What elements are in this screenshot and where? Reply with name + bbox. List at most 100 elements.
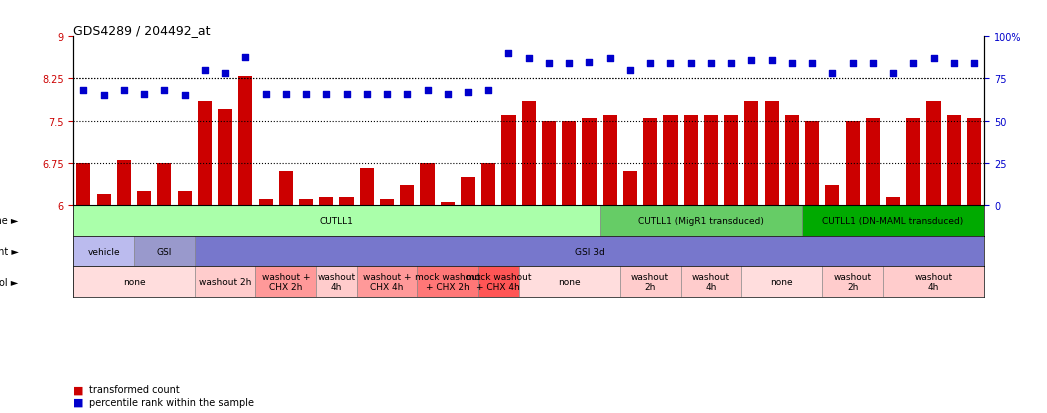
FancyBboxPatch shape <box>134 236 195 267</box>
Bar <box>907 119 920 206</box>
Point <box>561 61 578 67</box>
Point <box>662 61 678 67</box>
Bar <box>521 102 536 206</box>
Point <box>237 54 253 61</box>
Bar <box>76 164 90 206</box>
Point <box>722 61 739 67</box>
Point <box>743 57 760 64</box>
Bar <box>441 203 454 206</box>
Point <box>520 56 537 62</box>
Bar <box>239 76 252 206</box>
Text: washout
4h: washout 4h <box>317 273 356 292</box>
Text: CUTLL1 (DN-MAML transduced): CUTLL1 (DN-MAML transduced) <box>823 216 963 225</box>
FancyBboxPatch shape <box>478 267 518 297</box>
Bar <box>846 121 860 206</box>
Bar <box>866 119 879 206</box>
Point <box>217 71 233 78</box>
Point <box>783 61 800 67</box>
Bar <box>684 116 697 206</box>
Point <box>115 88 132 94</box>
FancyBboxPatch shape <box>195 267 255 297</box>
FancyBboxPatch shape <box>518 267 620 297</box>
Text: washout +
CHX 2h: washout + CHX 2h <box>262 273 310 292</box>
Bar <box>744 102 758 206</box>
FancyBboxPatch shape <box>73 267 195 297</box>
Text: washout +
CHX 4h: washout + CHX 4h <box>363 273 411 292</box>
Bar <box>927 102 940 206</box>
FancyBboxPatch shape <box>600 206 802 236</box>
FancyBboxPatch shape <box>195 236 984 267</box>
Point <box>176 93 193 100</box>
Bar <box>764 102 779 206</box>
FancyBboxPatch shape <box>741 267 822 297</box>
Text: ■: ■ <box>73 397 84 407</box>
Bar <box>218 110 232 206</box>
Bar <box>461 178 475 206</box>
Point <box>75 88 92 94</box>
Text: agent ►: agent ► <box>0 247 19 256</box>
FancyBboxPatch shape <box>357 267 418 297</box>
Bar <box>482 164 495 206</box>
Bar <box>562 121 576 206</box>
Bar <box>785 116 799 206</box>
Text: washout
4h: washout 4h <box>692 273 730 292</box>
Text: mock washout
+ CHX 4h: mock washout + CHX 4h <box>466 273 531 292</box>
Text: none: none <box>558 278 580 287</box>
Point <box>338 91 355 98</box>
Point <box>683 61 699 67</box>
Bar <box>117 161 131 206</box>
Point <box>136 91 153 98</box>
Point <box>581 59 598 66</box>
Text: washout
2h: washout 2h <box>631 273 669 292</box>
Point <box>258 91 274 98</box>
Point <box>277 91 294 98</box>
Text: CUTLL1 (MigR1 transduced): CUTLL1 (MigR1 transduced) <box>638 216 763 225</box>
Bar <box>178 192 192 206</box>
Point <box>945 61 962 67</box>
Bar <box>725 116 738 206</box>
Point <box>763 57 780 64</box>
FancyBboxPatch shape <box>822 267 883 297</box>
Bar <box>805 121 819 206</box>
Point <box>642 61 659 67</box>
Point <box>500 51 517 57</box>
Bar <box>198 102 211 206</box>
Bar <box>825 186 840 206</box>
Text: washout
2h: washout 2h <box>833 273 872 292</box>
Point <box>865 61 882 67</box>
Text: ■: ■ <box>73 385 84 394</box>
Bar <box>886 197 900 206</box>
Text: none: none <box>122 278 146 287</box>
Bar <box>502 116 515 206</box>
Bar <box>157 164 172 206</box>
Bar <box>664 116 677 206</box>
FancyBboxPatch shape <box>681 267 741 297</box>
Bar <box>96 194 111 206</box>
Point <box>926 56 942 62</box>
FancyBboxPatch shape <box>73 236 134 267</box>
FancyBboxPatch shape <box>883 267 984 297</box>
Point <box>419 88 436 94</box>
FancyBboxPatch shape <box>418 267 478 297</box>
Text: vehicle: vehicle <box>87 247 120 256</box>
Bar <box>400 186 415 206</box>
Text: mock washout
+ CHX 2h: mock washout + CHX 2h <box>415 273 481 292</box>
Point <box>703 61 719 67</box>
Bar <box>279 172 293 206</box>
Text: GSI: GSI <box>157 247 172 256</box>
Bar <box>542 121 556 206</box>
Point <box>844 61 861 67</box>
Point <box>399 91 416 98</box>
Point <box>95 93 112 100</box>
Bar <box>582 119 597 206</box>
FancyBboxPatch shape <box>73 206 600 236</box>
Text: GDS4289 / 204492_at: GDS4289 / 204492_at <box>73 24 210 37</box>
Bar <box>339 197 354 206</box>
Bar <box>623 172 637 206</box>
Text: protocol ►: protocol ► <box>0 277 19 287</box>
Point <box>965 61 982 67</box>
Point <box>885 71 901 78</box>
Point <box>622 68 639 74</box>
FancyBboxPatch shape <box>255 267 316 297</box>
Text: GSI 3d: GSI 3d <box>575 247 604 256</box>
